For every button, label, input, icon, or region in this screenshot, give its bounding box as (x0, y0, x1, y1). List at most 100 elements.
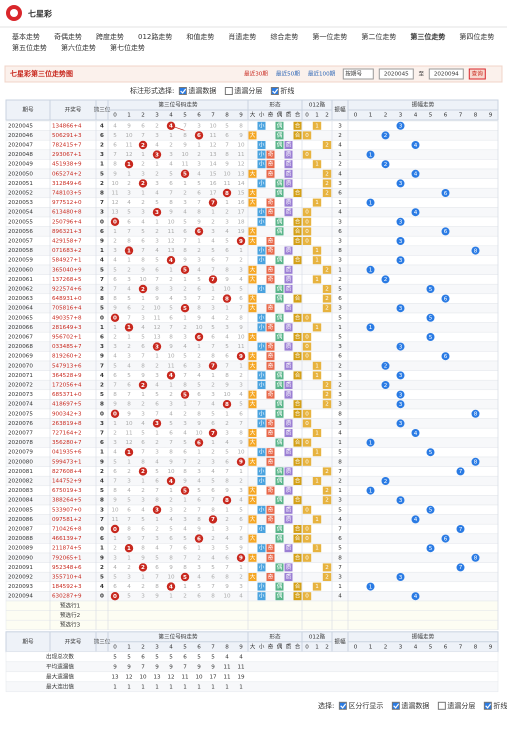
nav-link[interactable]: 012路走势 (138, 32, 172, 41)
mode-select[interactable] (342, 68, 374, 80)
hit-digit: 6 (197, 536, 201, 542)
nav-link[interactable]: 第一位走势 (312, 32, 347, 41)
miss-value: 17 (209, 191, 217, 197)
issue: 2020067 (8, 335, 33, 341)
checkbox[interactable] (437, 701, 446, 710)
position-digit: 5 (100, 575, 104, 581)
nav-link[interactable]: 奇偶走势 (54, 32, 82, 41)
checkbox[interactable] (338, 701, 347, 710)
nav-link[interactable]: 肖遗走势 (228, 32, 256, 41)
checkbox-label[interactable]: 遗漏分层 (234, 86, 262, 95)
checkbox-label[interactable]: 遗漏数据 (401, 701, 429, 710)
checkbox-label[interactable]: 区分行显示 (348, 701, 383, 710)
miss-value: 2 (155, 229, 159, 235)
checkbox[interactable] (224, 87, 233, 95)
from-input[interactable] (378, 68, 414, 80)
checkbox[interactable] (270, 87, 279, 95)
miss-value: 4 (155, 383, 159, 389)
summary-label: 最大遗漏值 (46, 672, 74, 680)
shape-cell (275, 381, 284, 389)
checkbox-label[interactable]: 遗漏数据 (188, 86, 216, 95)
position-digit: 7 (100, 363, 104, 369)
shape-cell (257, 256, 266, 265)
draw-number: 613480+8 (52, 210, 82, 216)
hit-ball (138, 380, 148, 390)
recent-link[interactable]: 最近100期 (308, 70, 336, 78)
query-button-text: 查询 (472, 70, 484, 78)
miss-value: 5 (225, 450, 229, 456)
miss-value: 1 (113, 421, 117, 427)
miss-value: 3 (225, 325, 229, 331)
recent-link[interactable]: 最近50期 (276, 70, 300, 78)
header-sub: 9 (489, 644, 493, 650)
draw-number: 748103+5 (52, 191, 82, 197)
query-button[interactable] (468, 68, 486, 80)
header-cell: 第三位 (94, 637, 111, 645)
checkbox-label[interactable]: 遗漏分层 (447, 701, 475, 710)
miss-value: 3 (197, 258, 201, 264)
summary-label: 平均遗漏值 (46, 662, 74, 670)
miss-value: 3 (155, 133, 159, 139)
checkbox[interactable] (483, 701, 492, 710)
shape-text: 合 (295, 534, 301, 542)
shape-text: 大 (250, 361, 256, 369)
nav-link[interactable]: 和值走势 (186, 32, 214, 41)
summary-value: 12 (125, 674, 132, 680)
checkbox[interactable] (391, 701, 400, 710)
summary-value: 5 (211, 654, 215, 660)
nav-link[interactable]: 第二位走势 (361, 32, 396, 41)
shape-cell (257, 381, 266, 389)
nav-link[interactable]: 跨度走势 (96, 32, 124, 41)
miss-value: 1 (225, 306, 229, 312)
shape-text: 合 (295, 121, 301, 129)
nav-link[interactable]: 第三位走势 (410, 32, 445, 41)
amp-value: 3 (338, 123, 342, 129)
shape-cell (266, 515, 275, 524)
to-input[interactable] (428, 68, 464, 80)
miss-value: 9 (225, 383, 229, 389)
nav-link[interactable]: 综合走势 (270, 32, 298, 41)
nav-link[interactable]: 第四位走势 (459, 32, 494, 41)
miss-value: 4 (197, 575, 201, 581)
shape-text: 大 (250, 169, 256, 177)
header-sub: 3 (399, 644, 403, 650)
shape-cell (293, 553, 302, 562)
hit-digit: 6 (197, 335, 201, 341)
miss-value: 1 (169, 133, 173, 139)
checkbox-label[interactable]: 折线 (493, 701, 507, 710)
amp-ball (381, 160, 390, 169)
miss-value: 9 (183, 143, 187, 149)
nav-link[interactable]: 第五位走势 (12, 43, 47, 52)
miss-value: 8 (225, 575, 229, 581)
position-digit: 7 (100, 431, 104, 437)
shape-text: 合 (295, 496, 301, 504)
hit-digit: 3 (155, 152, 159, 158)
nav-link[interactable]: 第七位走势 (110, 43, 145, 52)
miss-value: 11 (167, 363, 175, 369)
shape-text: 质 (286, 563, 292, 571)
miss-value: 6 (197, 191, 201, 197)
miss-value: 4 (141, 219, 145, 225)
hit-digit: 8 (225, 402, 229, 408)
miss-value: 5 (197, 488, 201, 494)
nav-link[interactable]: 基本走势 (12, 32, 40, 41)
miss-value: 1 (225, 200, 229, 206)
shape-text: 合 (295, 237, 301, 245)
summary-value: 9 (127, 664, 131, 670)
miss-value: 6 (155, 565, 159, 571)
amp-ball-text: 1 (369, 584, 373, 590)
miss-value: 8 (127, 527, 131, 533)
amp-ball (366, 582, 375, 591)
recent-link[interactable]: 最近30期 (244, 70, 268, 78)
miss-value: 2 (113, 431, 117, 437)
checkbox-label[interactable]: 折线 (280, 86, 294, 95)
nav-link[interactable]: 第六位走势 (61, 43, 96, 52)
miss-value: 16 (237, 200, 245, 206)
position-digit: 3 (100, 344, 104, 350)
miss-value: 8 (141, 459, 145, 465)
miss-value: 8 (155, 287, 159, 293)
miss-value: 8 (239, 536, 243, 542)
miss-value: 5 (211, 565, 215, 571)
checkbox[interactable] (178, 87, 187, 95)
amp-ball-text: 4 (414, 210, 418, 216)
